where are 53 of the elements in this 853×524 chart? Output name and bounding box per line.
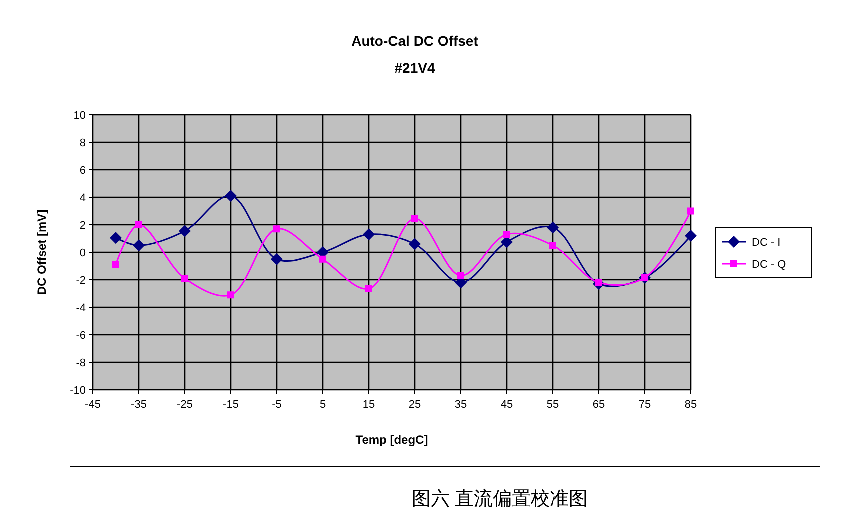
point [225,190,237,202]
y-axis-title: DC Offset [mV] [35,210,49,296]
point [366,285,372,292]
point [179,225,191,238]
x-tick-label: 5 [320,399,326,411]
y-tick-label: 6 [80,164,86,177]
point [133,240,145,252]
x-tick-label: -45 [85,399,101,411]
point [504,231,510,238]
y-tick-label: -2 [76,274,86,287]
point [685,230,697,242]
point [271,253,283,266]
legend-label: DC - I [752,236,781,249]
legend-label: DC - Q [752,258,787,271]
point [412,215,418,222]
y-tick-label: 0 [80,247,86,260]
y-tick-label: 10 [74,110,86,122]
y-tick-label: -8 [76,357,86,370]
chart-title: Auto-Cal DC Offset [352,33,479,49]
point [458,272,464,280]
point [136,222,142,228]
x-tick-label: 15 [362,399,376,411]
point [688,208,694,215]
point [550,242,556,250]
y-tick-label: -6 [76,330,86,342]
x-tick-label: 35 [454,399,468,411]
point [363,228,375,241]
y-tick-label: -4 [76,302,86,314]
point [182,275,188,282]
point [409,238,421,250]
x-tick-label: 75 [638,399,652,411]
point [274,226,280,233]
text: 图六 直流偏置校准图 [412,488,588,510]
point [547,222,559,234]
point [110,232,122,244]
y-tick-label: 8 [80,137,86,150]
x-tick-label: 65 [592,399,606,411]
y-tick-label: 4 [80,192,86,204]
x-tick-label: -15 [223,399,239,411]
y-tick-label: -10 [70,384,86,397]
x-tick-label: -5 [272,399,282,411]
x-tick-label: 25 [408,399,422,411]
x-axis-title: Temp [degC] [356,433,428,447]
x-tick-label: -35 [131,399,147,411]
x-tick-label: 55 [546,399,560,411]
point [112,261,120,268]
point [320,256,326,263]
x-tick-label: 45 [500,399,514,411]
chart-subtitle: #21V4 [394,60,436,76]
y-tick-label: 2 [80,220,86,232]
x-tick-label: -25 [177,399,193,411]
point [228,292,234,299]
x-tick-label: 85 [684,399,698,411]
